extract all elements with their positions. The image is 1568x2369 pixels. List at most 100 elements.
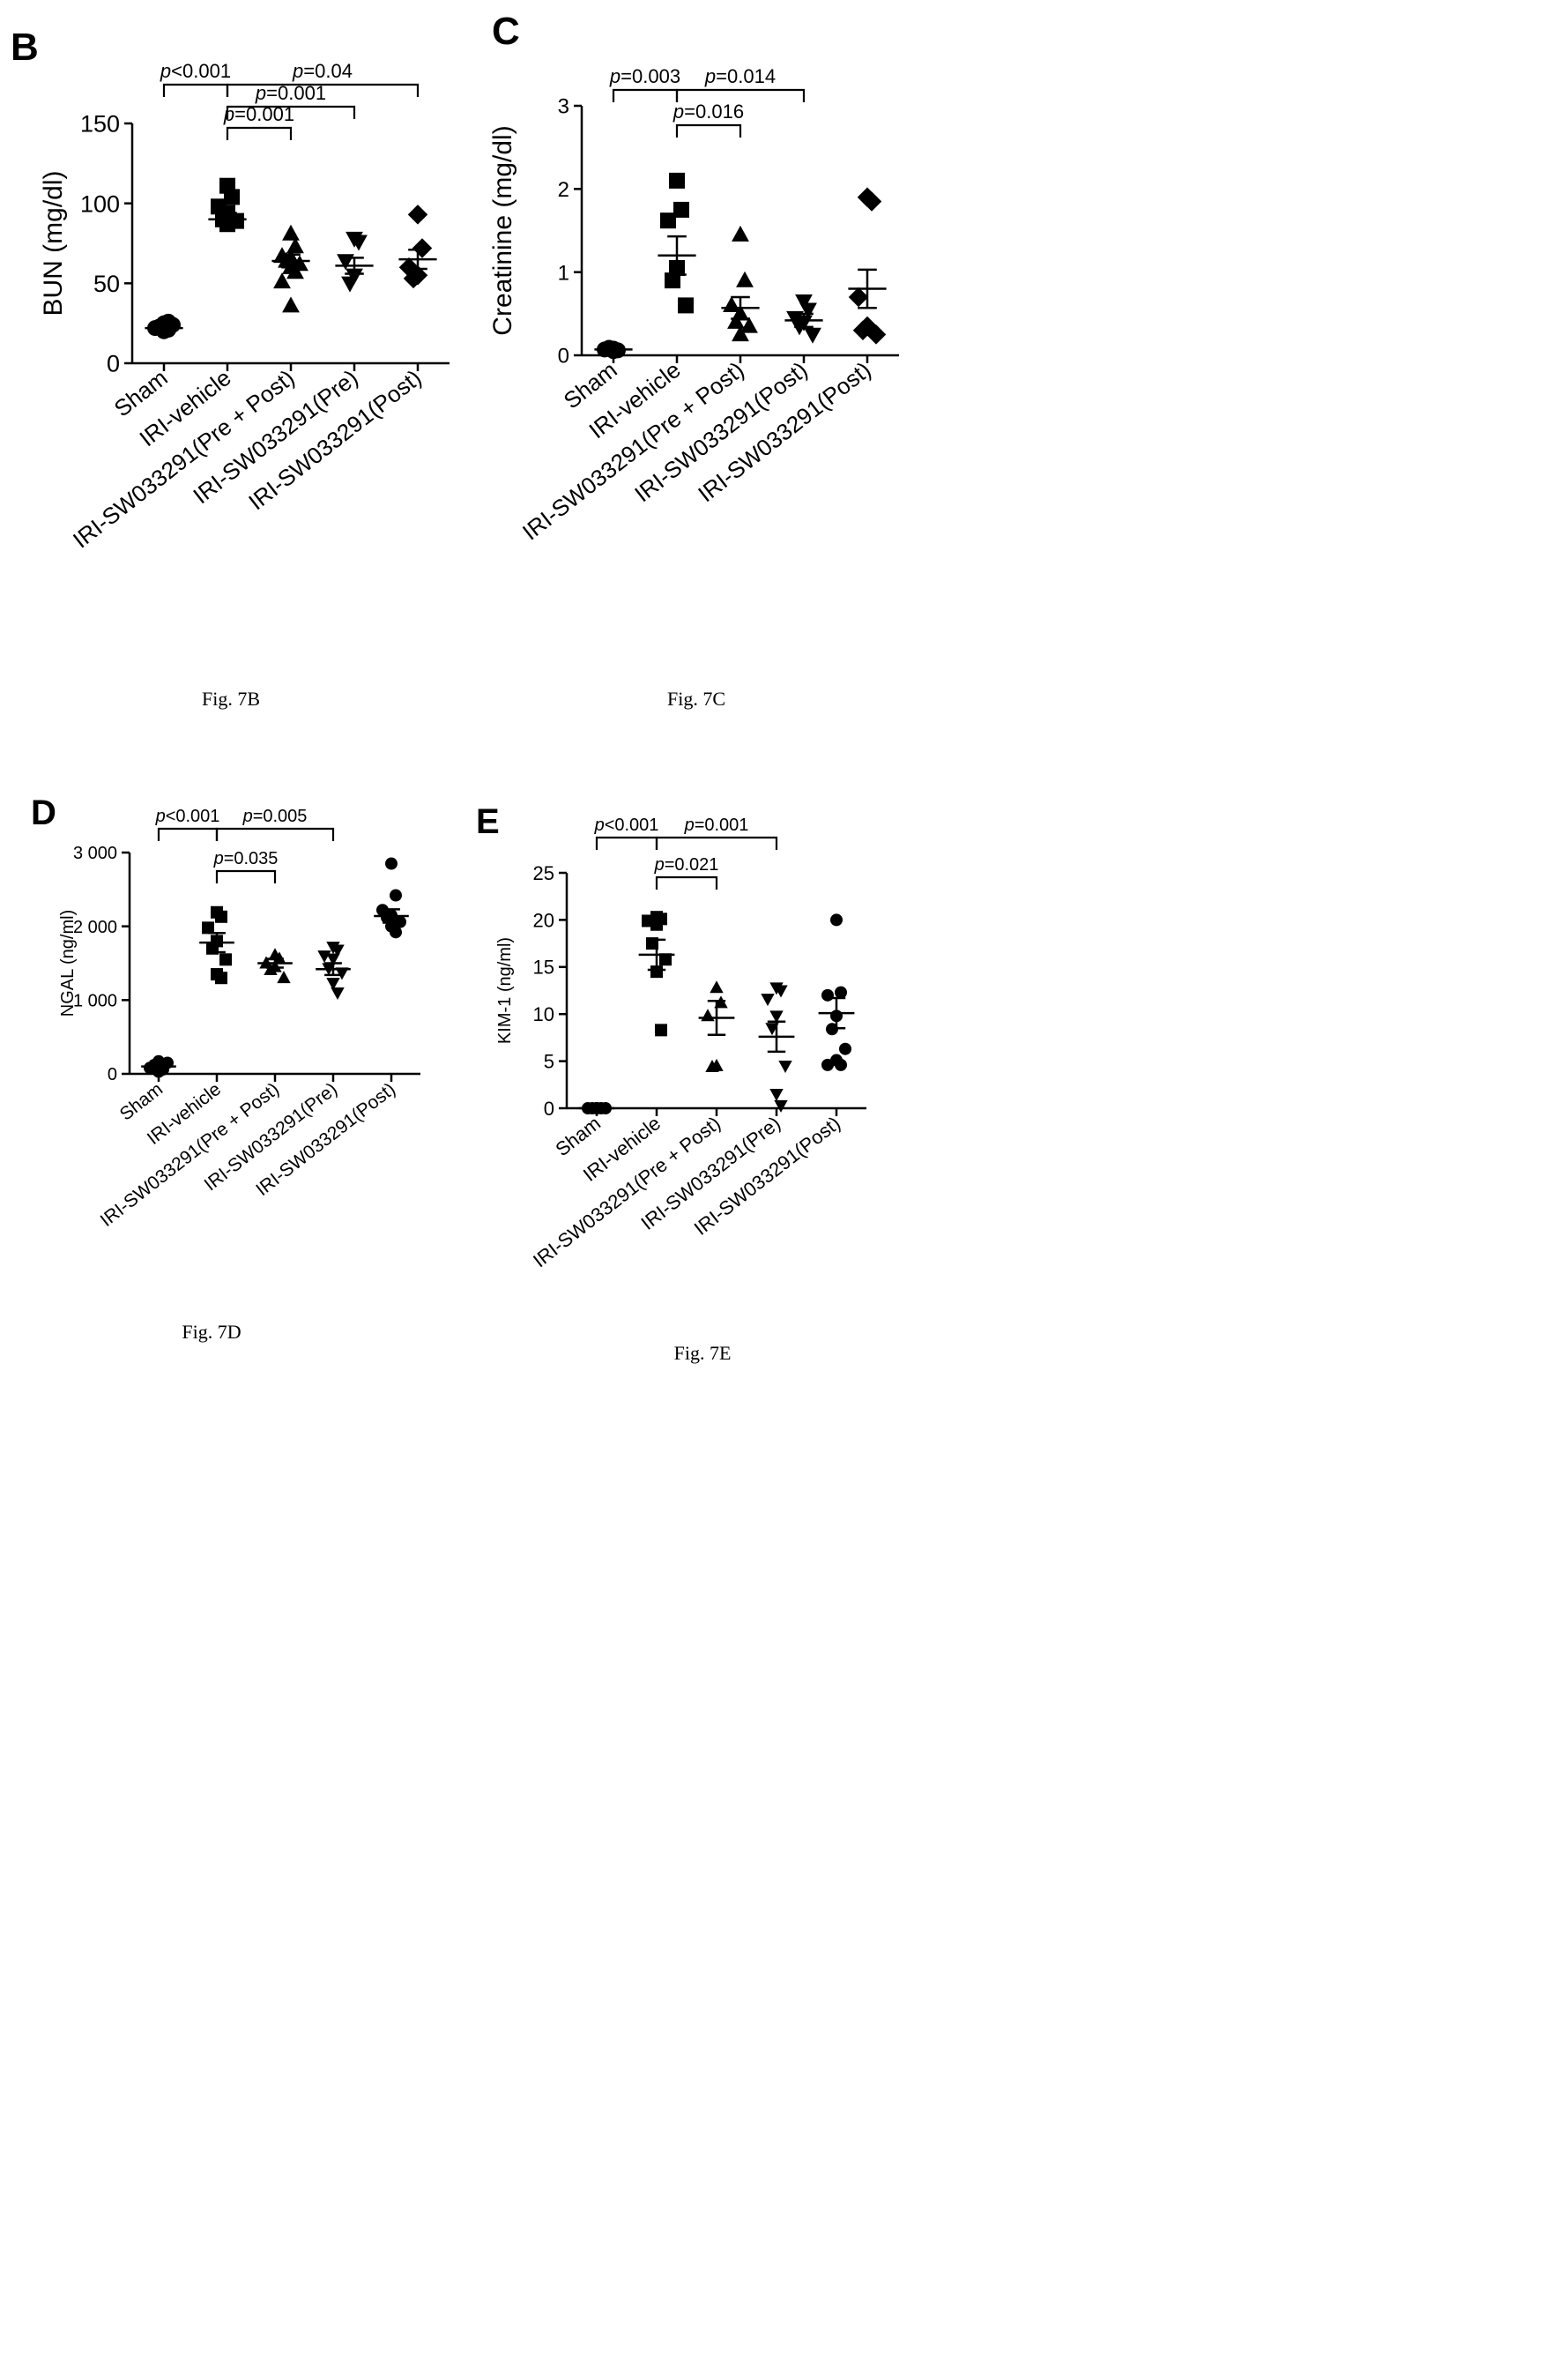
- data-point: [710, 980, 724, 994]
- y-tick-label: 1: [558, 261, 569, 285]
- data-point: [264, 962, 278, 975]
- data-point: [835, 986, 847, 999]
- data-point: [673, 201, 689, 218]
- p-value-label: p=0.003: [609, 65, 680, 87]
- p-value-label: p=0.035: [213, 849, 279, 868]
- data-point: [732, 325, 749, 342]
- p-value-label: p=0.016: [673, 101, 744, 123]
- data-point: [774, 985, 788, 998]
- y-tick-label: 5: [544, 1051, 554, 1073]
- data-point: [786, 310, 804, 327]
- data-point: [701, 1009, 715, 1022]
- y-axis-label: Creatinine (mg/dl): [488, 125, 517, 335]
- y-tick-label: 20: [533, 909, 554, 931]
- data-point: [403, 268, 424, 289]
- panel-label: B: [11, 26, 39, 69]
- y-tick-label: 150: [80, 111, 120, 138]
- data-point: [341, 276, 359, 293]
- data-point: [774, 1099, 788, 1113]
- significance-bracket: [655, 875, 718, 890]
- data-point: [839, 1042, 851, 1055]
- data-point: [282, 224, 300, 241]
- data-point: [866, 324, 887, 345]
- y-tick-label: 0: [107, 351, 120, 377]
- data-point: [655, 1024, 667, 1037]
- p-value-label: p=0.021: [654, 855, 719, 875]
- y-tick-label: 3: [558, 95, 569, 119]
- p-value-label: p=0.04: [292, 60, 353, 82]
- data-point: [732, 225, 749, 242]
- data-point: [778, 1060, 792, 1073]
- y-tick-label: 2 000: [73, 918, 117, 937]
- data-point: [659, 953, 672, 966]
- significance-bracket: [215, 869, 277, 883]
- data-point: [277, 971, 291, 984]
- figure-caption: Fig. 7B: [202, 688, 260, 710]
- significance-bracket: [612, 88, 679, 102]
- data-point: [407, 205, 428, 225]
- data-point: [215, 910, 227, 923]
- figure-caption: Fig. 7D: [182, 1321, 241, 1343]
- data-point: [390, 926, 402, 939]
- data-point: [331, 944, 345, 957]
- p-value-label: p<0.001: [155, 807, 220, 826]
- data-point: [795, 294, 813, 311]
- y-axis-label: KIM-1 (ng/ml): [495, 937, 515, 1044]
- data-point: [412, 238, 433, 258]
- significance-bracket: [226, 83, 420, 97]
- p-value-label: p=0.001: [223, 103, 294, 125]
- p-value-label: p=0.005: [242, 807, 308, 826]
- p-value-label: p<0.001: [594, 816, 659, 835]
- figure-caption: Fig. 7C: [667, 688, 725, 710]
- data-point: [215, 972, 227, 985]
- y-axis-label: NGAL (ng/ml): [58, 910, 78, 1017]
- significance-bracket: [226, 105, 356, 119]
- data-point: [804, 327, 821, 344]
- data-point: [665, 272, 680, 289]
- significance-bracket: [157, 827, 219, 841]
- data-point: [669, 172, 685, 189]
- y-tick-label: 100: [80, 190, 120, 217]
- data-point: [650, 965, 663, 979]
- significance-bracket: [595, 836, 658, 850]
- data-point: [769, 1089, 784, 1102]
- data-point: [650, 918, 663, 931]
- data-point: [350, 235, 368, 251]
- data-point: [848, 287, 869, 308]
- data-point: [335, 967, 349, 980]
- panel-label: D: [31, 793, 56, 832]
- data-point: [736, 271, 754, 287]
- y-axis-label: BUN (mg/dl): [39, 170, 68, 316]
- data-point: [326, 953, 340, 966]
- y-tick-label: 0: [558, 345, 569, 369]
- data-point: [727, 312, 745, 329]
- data-point: [286, 263, 304, 279]
- data-point: [660, 212, 676, 229]
- significance-bracket: [675, 88, 806, 102]
- y-tick-label: 15: [533, 957, 554, 979]
- data-point: [740, 317, 758, 333]
- x-category-label: Sham: [116, 1079, 167, 1125]
- p-value-label: p=0.001: [255, 82, 326, 104]
- data-point: [835, 1058, 847, 1071]
- significance-bracket: [675, 123, 742, 138]
- p-value-label: p=0.001: [684, 816, 749, 835]
- x-category-label: Sham: [551, 1112, 605, 1160]
- data-point: [326, 978, 340, 991]
- data-point: [273, 272, 291, 289]
- significance-bracket: [215, 827, 335, 841]
- significance-bracket: [655, 836, 778, 850]
- panel-label: E: [476, 802, 500, 841]
- data-point: [219, 953, 232, 966]
- y-tick-label: 25: [533, 862, 554, 884]
- y-tick-label: 2: [558, 178, 569, 202]
- data-point: [282, 296, 300, 313]
- significance-bracket: [162, 83, 229, 97]
- y-tick-label: 50: [93, 271, 120, 297]
- y-tick-label: 0: [544, 1098, 554, 1120]
- data-point: [821, 988, 834, 1002]
- data-point: [346, 268, 363, 285]
